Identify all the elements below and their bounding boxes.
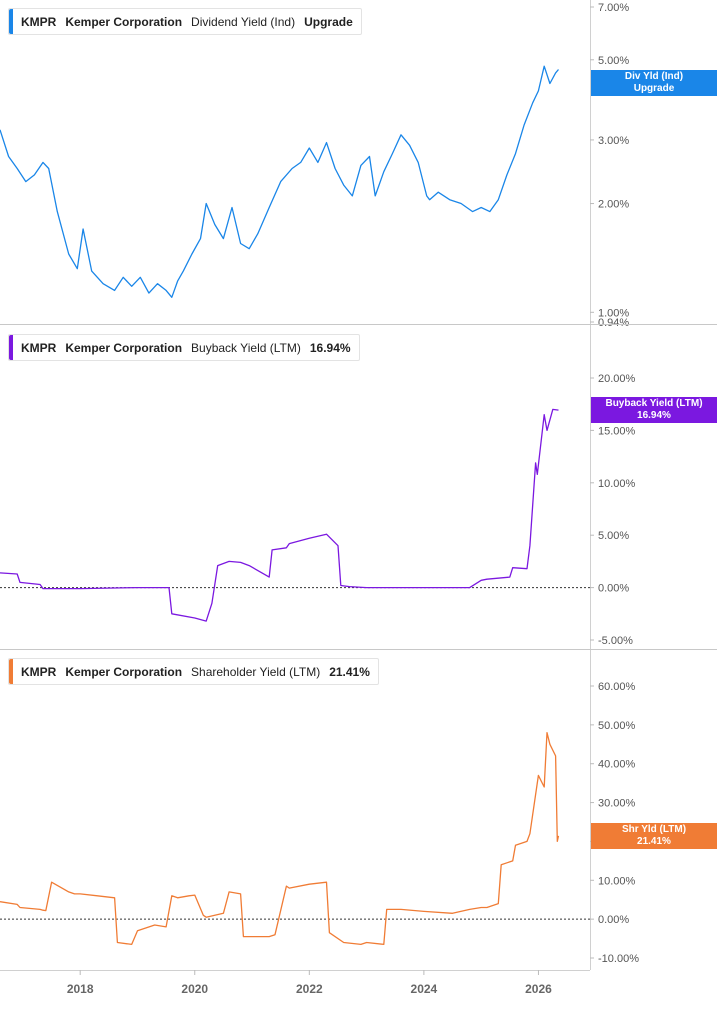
y-tick-label: 2.00% <box>598 199 629 211</box>
y-tick-label: 60.00% <box>598 681 636 693</box>
legend-ticker: KMPR <box>21 340 57 355</box>
y-tick-label: 0.00% <box>598 583 629 595</box>
tag-value: 21.41% <box>637 836 671 847</box>
last-value-tag-panel-1: Div Yld (Ind) Upgrade <box>591 70 717 96</box>
y-tick-label: 3.00% <box>598 135 629 147</box>
y-tick-label: 5.00% <box>598 530 629 542</box>
y-tick-label: 20.00% <box>598 373 636 385</box>
tag-label: Div Yld (Ind) <box>624 71 684 82</box>
legend-value: 16.94% <box>309 340 351 355</box>
last-value-tag-panel-3: Shr Yld (LTM) 21.41% <box>591 823 717 849</box>
y-tick-label: 10.00% <box>598 478 636 490</box>
legend-metric: Shareholder Yield (LTM) <box>191 664 321 679</box>
legend-panel-2[interactable]: KMPR Kemper Corporation Buyback Yield (L… <box>8 334 360 361</box>
y-tick-label: 7.00% <box>598 2 629 14</box>
y-tick-label: 15.00% <box>598 425 636 437</box>
tag-label: Buyback Yield (LTM) <box>605 398 703 409</box>
y-tick-label: 10.00% <box>598 875 636 887</box>
legend-value: Upgrade <box>304 14 353 29</box>
legend-metric: Dividend Yield (Ind) <box>191 14 296 29</box>
y-tick-label: -10.00% <box>598 953 639 965</box>
legend-swatch <box>9 659 13 684</box>
y-tick-label: 30.00% <box>598 798 636 810</box>
legend-swatch <box>9 9 13 34</box>
legend-value: 21.41% <box>329 664 370 679</box>
y-tick-label: 5.00% <box>598 55 629 67</box>
legend-metric: Buyback Yield (LTM) <box>191 340 301 355</box>
legend-swatch <box>9 335 13 360</box>
legend-panel-1[interactable]: KMPR Kemper Corporation Dividend Yield (… <box>8 8 362 35</box>
x-tick-label: 2024 <box>411 982 438 996</box>
y-tick-label: 1.00% <box>598 307 629 319</box>
tag-label: Shr Yld (LTM) <box>621 824 687 835</box>
y-tick-label: 40.00% <box>598 759 636 771</box>
series-line-2 <box>0 408 559 622</box>
x-tick-label: 2020 <box>181 982 208 996</box>
legend-company: Kemper Corporation <box>65 14 183 29</box>
tag-value: Upgrade <box>633 83 675 94</box>
tag-value: 16.94% <box>637 410 671 421</box>
legend-ticker: KMPR <box>21 664 57 679</box>
series-line-3 <box>0 731 560 946</box>
y-tick-label: 50.00% <box>598 720 636 732</box>
x-tick-label: 2026 <box>525 982 552 996</box>
last-value-tag-panel-2: Buyback Yield (LTM) 16.94% <box>591 397 717 423</box>
legend-ticker: KMPR <box>21 14 57 29</box>
x-tick-label: 2018 <box>67 982 94 996</box>
legend-company: Kemper Corporation <box>65 664 183 679</box>
legend-panel-3[interactable]: KMPR Kemper Corporation Shareholder Yiel… <box>8 658 379 685</box>
y-tick-label: 0.00% <box>598 914 629 926</box>
x-tick-label: 2022 <box>296 982 323 996</box>
y-tick-label: -5.00% <box>598 635 633 647</box>
legend-company: Kemper Corporation <box>65 340 183 355</box>
y-tick-label: 0.94% <box>598 317 629 329</box>
series-line-1 <box>0 65 559 298</box>
